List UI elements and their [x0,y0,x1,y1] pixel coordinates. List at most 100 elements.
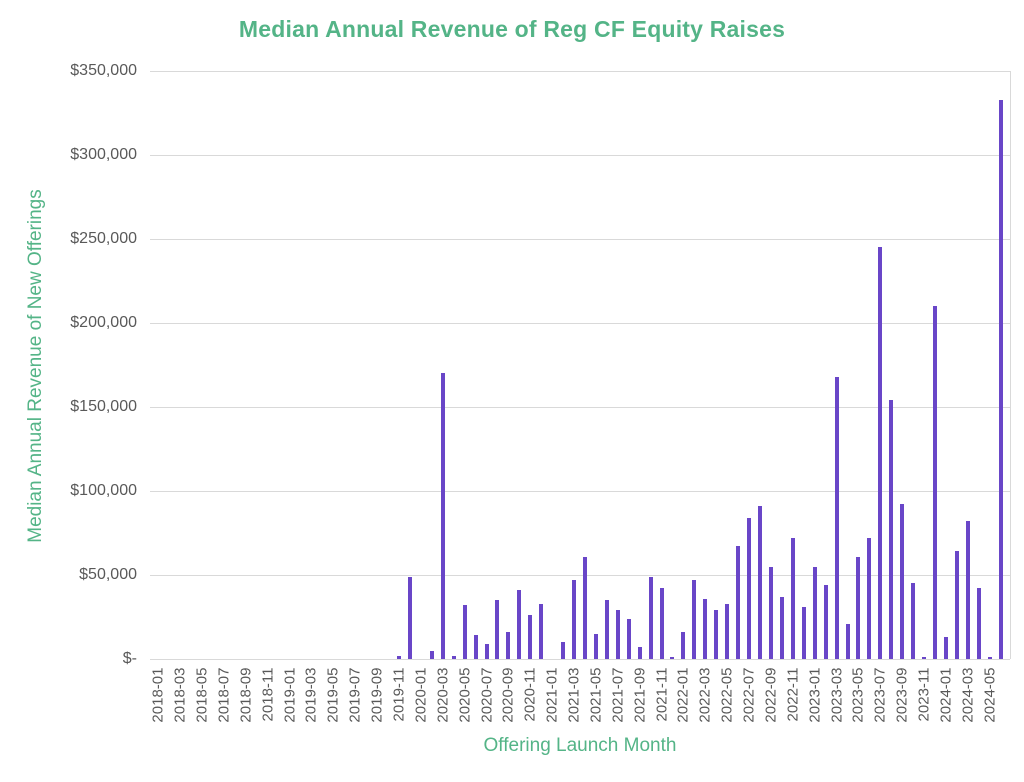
x-axis-title: Offering Launch Month [483,735,677,756]
bar-2022-04 [714,610,719,659]
x-tick-label: 2022-11 [784,667,802,721]
bar-2023-07 [878,247,883,659]
bar-2024-05 [987,657,992,659]
x-tick-label: 2020-09 [499,667,517,723]
bar-2020-10 [517,590,522,659]
x-tick-label: 2021-11 [653,667,671,721]
x-tick-label: 2020-11 [521,667,539,721]
bar-2022-10 [779,597,784,659]
x-tick-label: 2024-03 [959,667,977,723]
x-tick-label: 2020-07 [478,667,495,723]
bar-2021-06 [604,600,609,659]
gridline [150,491,1010,492]
x-tick-label: 2024-01 [937,667,955,723]
bar-2022-08 [758,506,762,659]
bar-2020-07 [484,644,489,659]
bar-2022-02 [692,580,697,659]
y-tick-label: $50,000 [79,566,137,583]
bar-2020-11 [528,615,533,659]
gridline [150,155,1010,156]
chart-title: Median Annual Revenue of Reg CF Equity R… [238,16,786,42]
x-tick-label: 2022-01 [674,667,692,723]
y-tick-label: $250,000 [70,230,137,247]
gridline [150,71,1010,72]
y-tick-label: $200,000 [70,314,137,331]
bar-2022-06 [736,546,741,659]
x-tick-label: 2018-05 [193,667,211,723]
bar-2020-12 [539,604,544,659]
bar-2019-11 [396,656,401,659]
y-tick-label: $100,000 [70,482,137,499]
bar-2021-09 [637,647,642,659]
plot-right-border [1010,71,1011,659]
x-tick-label: 2019-11 [390,667,408,721]
bar-2019-12 [407,577,412,659]
bar-2023-11 [922,657,927,659]
bar-2020-08 [495,600,500,659]
y-tick-label: $350,000 [70,62,137,79]
x-tick-label: 2023-09 [893,667,911,723]
x-tick-label: 2022-07 [740,667,758,723]
x-tick-label: 2021-07 [609,667,627,723]
bar-2023-02 [823,585,828,659]
x-tick-label: 2019-01 [281,667,299,723]
bar-2022-07 [747,518,752,659]
x-tick-label: 2020-01 [412,667,430,723]
x-tick-label: 2024-05 [981,667,999,723]
bar-2020-09 [506,632,511,659]
gridline [150,659,1010,660]
x-tick-label: 2019-07 [346,667,364,723]
bar-2024-04 [976,588,981,659]
x-tick-label: 2022-05 [718,667,736,723]
bar-2023-03 [834,377,839,659]
bar-2023-06 [867,538,872,659]
bar-2021-04 [582,557,587,659]
x-tick-label: 2018-01 [149,667,167,723]
x-tick-label: 2023-01 [806,667,824,723]
x-tick-label: 2018-11 [259,667,277,721]
bar-2022-01 [681,632,686,659]
bar-2024-06 [998,100,1003,659]
bar-2020-06 [473,635,478,659]
bar-2023-09 [900,504,905,659]
bar-2023-12 [933,306,938,659]
x-tick-label: 2019-05 [324,667,342,723]
bar-2022-05 [725,604,730,659]
bar-2021-07 [615,610,620,659]
x-tick-label: 2023-05 [849,667,867,723]
bar-2020-02 [429,651,434,659]
bar-2023-04 [845,624,850,659]
x-tick-label: 2021-09 [631,667,649,723]
x-tick-label: 2022-03 [696,667,714,723]
bar-2024-01 [943,637,948,659]
gridline [150,239,1010,240]
x-tick-label: 2018-03 [171,667,189,723]
bar-2021-05 [593,634,598,659]
x-tick-label: 2018-07 [215,667,233,723]
x-tick-label: 2023-07 [871,667,889,723]
bar-2021-10 [648,577,653,659]
y-tick-label: $- [122,650,137,667]
x-tick-label: 2021-05 [587,667,605,723]
bar-2020-04 [451,656,456,659]
y-axis-title: Median Annual Revenue of New Offerings [25,189,46,543]
bar-2021-11 [659,588,664,659]
bar-2022-09 [768,567,773,659]
y-tick-label: $150,000 [70,398,137,415]
bar-2021-02 [561,642,566,659]
x-tick-label: 2022-09 [762,667,780,723]
bar-2024-03 [965,521,970,659]
x-tick-label: 2020-03 [434,667,452,723]
bar-2023-05 [856,557,861,659]
x-tick-label: 2020-05 [456,667,474,723]
x-tick-label: 2019-03 [302,667,320,723]
gridline [150,575,1010,576]
bar-2022-12 [801,607,806,659]
bar-2021-03 [572,580,577,659]
bar-2020-03 [440,373,445,659]
x-tick-label: 2023-03 [828,667,846,723]
bar-2024-02 [954,551,959,659]
bar-2023-10 [911,583,916,659]
bar-2021-08 [626,619,631,659]
